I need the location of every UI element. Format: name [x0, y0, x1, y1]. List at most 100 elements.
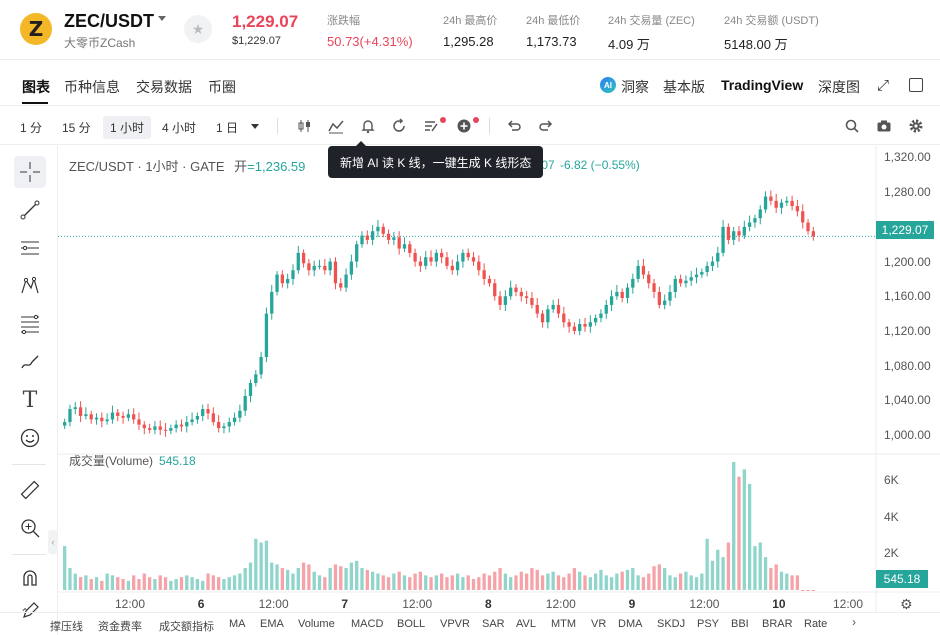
- candle-body: [578, 324, 582, 331]
- axis-settings-gear-icon[interactable]: ⚙: [900, 596, 913, 612]
- indicator-ema[interactable]: EMA: [260, 618, 284, 630]
- indicator-mtm[interactable]: MTM: [551, 618, 577, 630]
- indicator-macd[interactable]: MACD: [351, 618, 384, 630]
- time-tick-label: 8: [485, 597, 492, 611]
- ai-kline-icon[interactable]: [422, 117, 440, 135]
- volume-bar: [530, 568, 534, 590]
- indicator-boll[interactable]: BOLL: [397, 618, 426, 630]
- alert-bell-icon[interactable]: [359, 117, 377, 135]
- last-price: 1,229.07: [232, 12, 299, 31]
- expand-icon[interactable]: ⤢: [877, 77, 890, 94]
- indicator-bbi[interactable]: BBI: [731, 618, 749, 630]
- candlestick-chart[interactable]: [58, 146, 940, 612]
- tab-trading-data[interactable]: 交易数据: [136, 79, 192, 95]
- candle-body: [424, 257, 428, 266]
- candle-type-icon[interactable]: [296, 117, 314, 135]
- candle-body: [365, 235, 369, 240]
- indicator-dma[interactable]: DMA: [618, 618, 643, 630]
- indicator-vpvr[interactable]: VPVR: [440, 618, 470, 630]
- tab-coin-info[interactable]: 币种信息: [64, 79, 120, 95]
- emoji-icon[interactable]: [14, 422, 46, 454]
- candle-body: [142, 424, 146, 429]
- volume-bar: [376, 573, 380, 590]
- new-badge-dot: [440, 117, 446, 123]
- indicator-成交额指标[interactable]: 成交额指标: [159, 621, 214, 633]
- tab-depth[interactable]: 深度图: [818, 79, 860, 95]
- timeframe-4h[interactable]: 4 小时: [162, 121, 197, 135]
- volume-bar: [620, 571, 624, 590]
- current-price-tag: 1,229.07: [876, 221, 934, 239]
- timeframe-15m[interactable]: 15 分: [62, 121, 91, 135]
- candle-body: [673, 278, 677, 292]
- indicator-brar[interactable]: BRAR: [762, 618, 793, 630]
- tab-tradingview[interactable]: TradingView: [721, 77, 804, 93]
- volume-bar: [551, 571, 555, 590]
- trend-line-icon[interactable]: [14, 194, 46, 226]
- tab-community[interactable]: 币圈: [208, 79, 236, 95]
- tab-chart[interactable]: 图表: [22, 79, 50, 95]
- redo-icon[interactable]: [537, 117, 555, 135]
- window-icon[interactable]: [909, 78, 923, 92]
- volume-bar: [89, 579, 93, 590]
- indicator-ma[interactable]: MA: [229, 618, 246, 630]
- magnet-icon[interactable]: [14, 562, 46, 594]
- candle-body: [779, 202, 784, 208]
- timeframe-dropdown-icon[interactable]: [251, 124, 259, 129]
- indicator-psy[interactable]: PSY: [697, 618, 720, 630]
- indicator-sar[interactable]: SAR: [482, 618, 505, 630]
- pair-selector[interactable]: ZEC/USDT: [64, 11, 154, 31]
- volume-bar: [615, 573, 619, 590]
- pattern-icon[interactable]: [14, 270, 46, 302]
- candle-body: [572, 326, 577, 331]
- candle-body: [195, 415, 200, 420]
- zoom-in-icon[interactable]: [14, 512, 46, 544]
- timeframe-1h[interactable]: 1 小时: [103, 116, 152, 139]
- candle-body: [790, 200, 794, 207]
- indicator-rate[interactable]: Rate: [804, 618, 828, 630]
- indicator-volume[interactable]: Volume: [298, 618, 335, 630]
- candle-body: [121, 415, 125, 418]
- gear-icon[interactable]: [907, 117, 925, 135]
- collapse-sidebar-handle[interactable]: ‹: [48, 530, 58, 554]
- chevron-right-icon[interactable]: ›: [852, 615, 856, 629]
- search-icon[interactable]: [843, 117, 861, 135]
- volume-bar: [503, 573, 508, 590]
- crosshair-icon[interactable]: [14, 156, 46, 188]
- favorite-star-button[interactable]: ★: [184, 15, 212, 43]
- ruler-icon[interactable]: [14, 474, 46, 506]
- volume-bar: [179, 577, 184, 590]
- indicator-skdj[interactable]: SKDJ: [657, 618, 686, 630]
- add-icon[interactable]: [455, 117, 473, 135]
- volume-bar: [732, 462, 736, 590]
- brush-icon[interactable]: [14, 346, 46, 378]
- timeframe-1m[interactable]: 1 分: [20, 121, 43, 135]
- indicators-icon[interactable]: [327, 117, 345, 135]
- indicator-avl[interactable]: AVL: [516, 618, 536, 630]
- volume-bar: [413, 573, 417, 590]
- fibonacci-icon[interactable]: [14, 308, 46, 340]
- chevron-up-icon[interactable]: ⌃: [20, 606, 31, 620]
- volume-bar: [684, 571, 688, 590]
- horizontal-lines-icon[interactable]: [14, 232, 46, 264]
- candle-body: [211, 413, 215, 423]
- indicator-资金费率[interactable]: 资金费率: [98, 621, 142, 633]
- candle-body: [280, 274, 285, 284]
- tab-insight[interactable]: 洞察: [621, 79, 649, 95]
- chevron-down-icon[interactable]: [158, 16, 166, 21]
- time-tick-label: 12:00: [115, 597, 146, 611]
- indicator-vr[interactable]: VR: [591, 618, 607, 630]
- camera-icon[interactable]: [875, 117, 893, 135]
- candle-body: [216, 422, 221, 429]
- volume-legend: 成交量(Volume) 545.18: [69, 452, 196, 469]
- time-tick-label: 12:00: [402, 597, 433, 611]
- tab-basic[interactable]: 基本版: [663, 79, 705, 95]
- candle-body: [732, 231, 736, 240]
- ai-kline-tooltip: 新增 AI 读 K 线，一键生成 K 线形态: [328, 141, 544, 178]
- candle-body: [471, 257, 476, 262]
- text-tool-icon[interactable]: T: [22, 387, 38, 413]
- indicator-撑压线[interactable]: 撑压线: [50, 621, 83, 633]
- volume-bar: [153, 579, 157, 590]
- undo-icon[interactable]: [505, 117, 523, 135]
- timeframe-1d[interactable]: 1 日: [216, 121, 239, 135]
- replay-icon[interactable]: [390, 117, 408, 135]
